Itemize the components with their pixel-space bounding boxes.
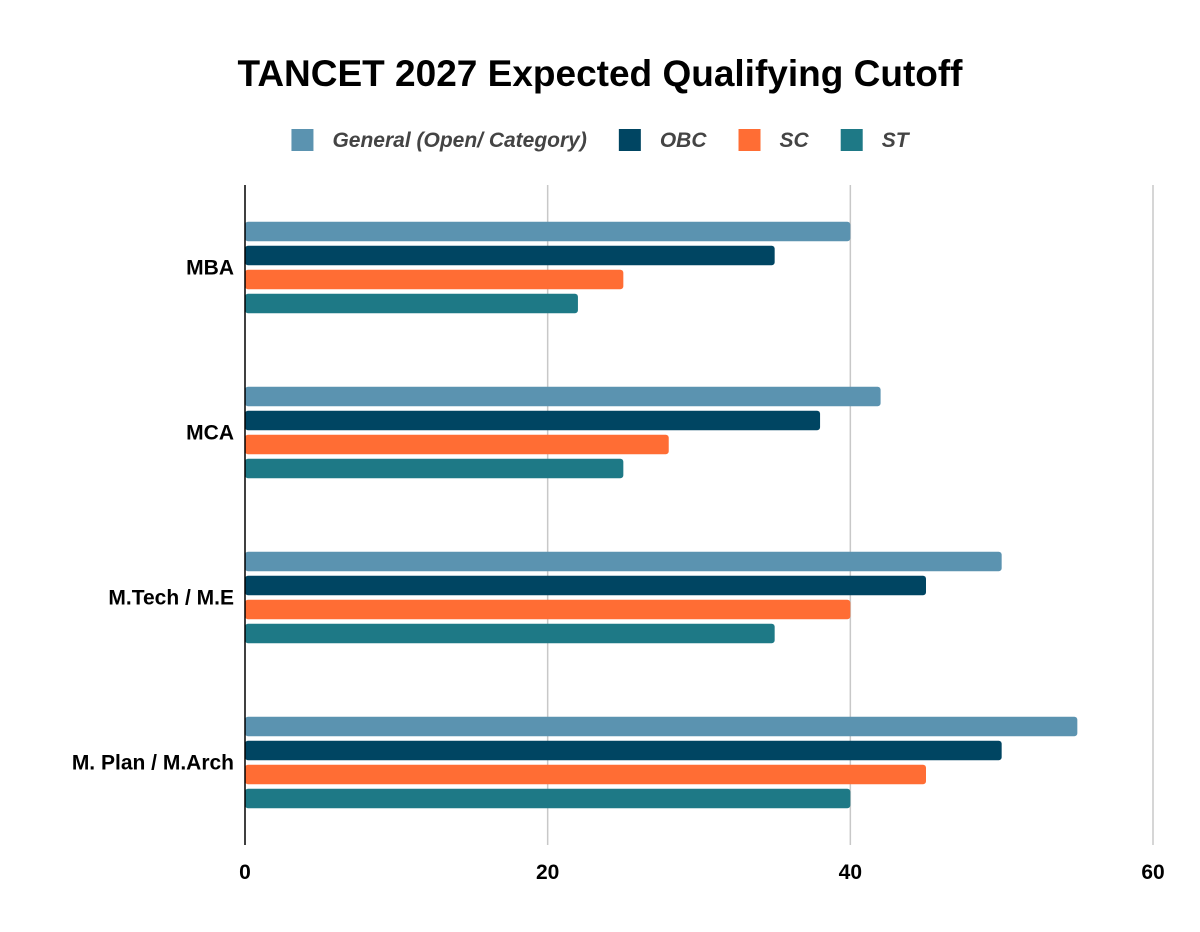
legend-item-obc: OBC (618, 129, 708, 152)
x-tick-label-60: 60 (1141, 861, 1164, 884)
legend-swatch-sc (738, 129, 761, 151)
legend-swatch-st (840, 129, 863, 151)
category-label-mba: MBA (186, 257, 234, 280)
bar-mca-general-open-category (245, 386, 881, 407)
category-label-m-tech-m-e: M.Tech / M.E (108, 587, 234, 610)
bar-m-plan-m-arch-sc (245, 764, 926, 785)
bar-mba-sc (245, 269, 624, 290)
bar-mca-sc (245, 434, 669, 455)
legend-item-general-open-category: General (Open/ Category) (291, 129, 587, 152)
bar-m-tech-m-e-st (245, 623, 775, 644)
bar-m-tech-m-e-general-open-category (245, 551, 1002, 572)
x-tick-label-40: 40 (839, 861, 862, 884)
category-labels: MBA MCA M.Tech / M.E M. Plan / M.Arch (72, 257, 234, 775)
legend-label-sc: SC (780, 129, 810, 152)
legend-label-st: ST (882, 129, 911, 152)
legend: General (Open/ Category) OBC SC ST (291, 129, 911, 152)
legend-item-st: ST (840, 129, 911, 152)
bar-mba-st (245, 293, 578, 314)
legend-item-sc: SC (738, 129, 810, 152)
x-tick-label-0: 0 (239, 861, 251, 884)
bar-mba-general-open-category (245, 221, 851, 242)
x-tick-label-20: 20 (536, 861, 559, 884)
bar-m-tech-m-e-sc (245, 599, 851, 620)
x-tick-labels: 0 20 40 60 (239, 861, 1165, 884)
bar-mca-st (245, 458, 624, 479)
bar-m-tech-m-e-obc (245, 575, 926, 596)
bars (245, 221, 1078, 809)
legend-label-general-open-category: General (Open/ Category) (332, 129, 586, 152)
legend-swatch-obc (618, 129, 641, 151)
bar-m-plan-m-arch-st (245, 788, 851, 809)
legend-swatch-general-open-category (291, 129, 314, 151)
legend-label-obc: OBC (660, 129, 708, 152)
bar-m-plan-m-arch-obc (245, 740, 1002, 761)
bar-mca-obc (245, 410, 821, 431)
bar-mba-obc (245, 245, 775, 266)
category-label-m-plan-m-arch: M. Plan / M.Arch (72, 752, 234, 775)
bar-m-plan-m-arch-general-open-category (245, 716, 1078, 737)
chart-title: TANCET 2027 Expected Qualifying Cutoff (237, 53, 963, 94)
category-label-mca: MCA (186, 422, 234, 445)
